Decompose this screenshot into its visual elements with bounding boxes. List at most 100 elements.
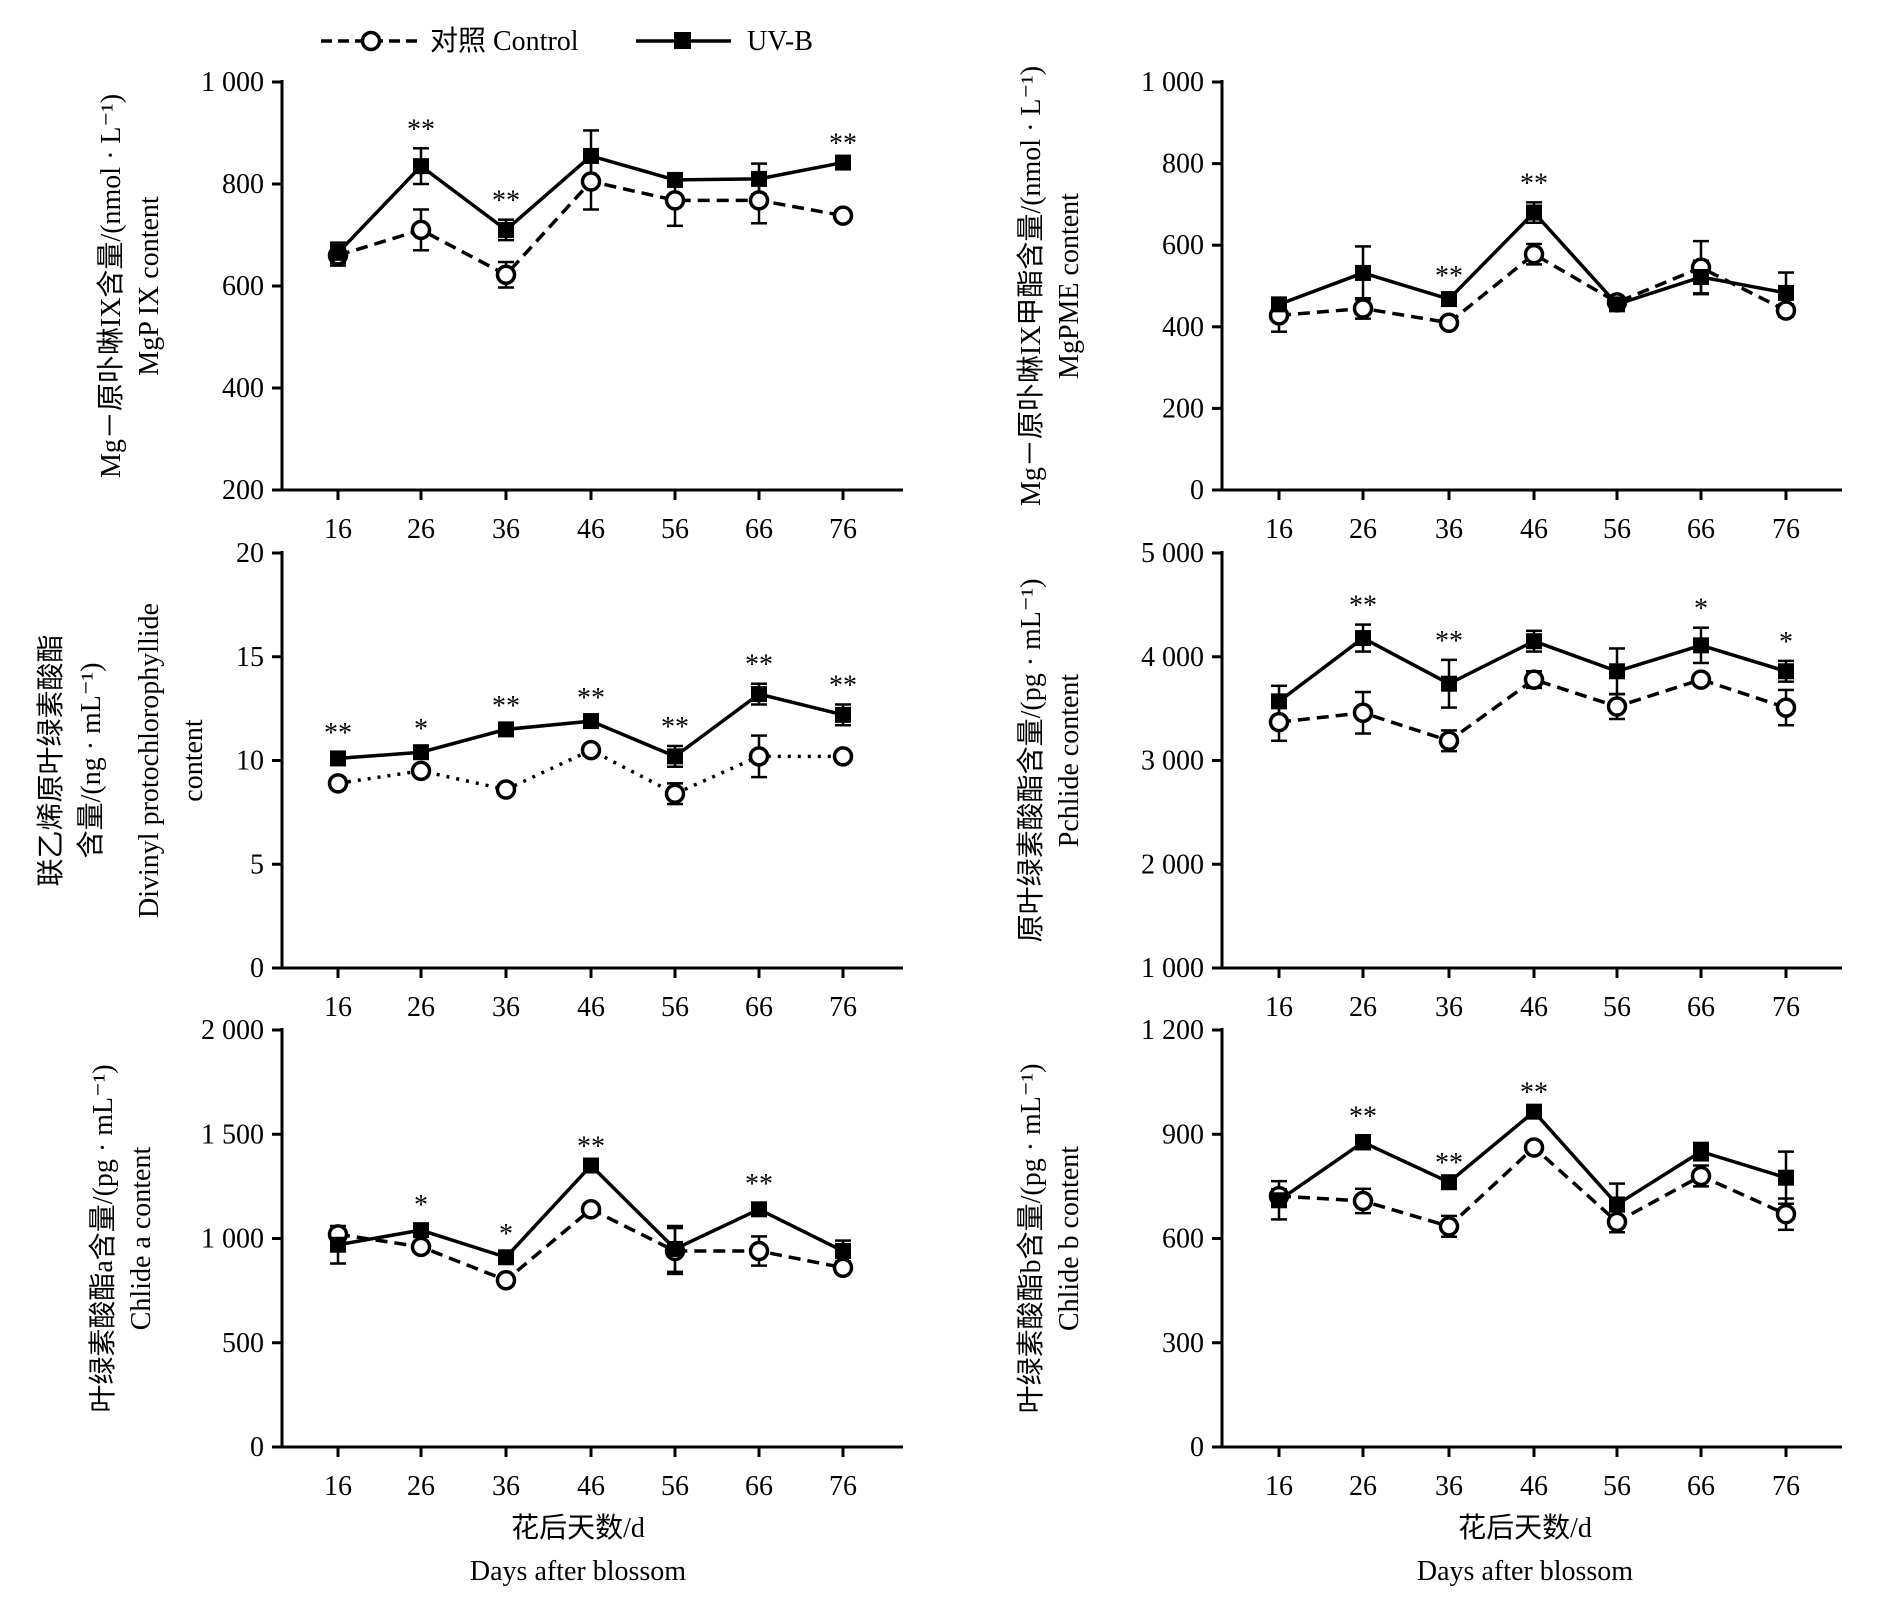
y-tick-label: 600 [222, 271, 264, 302]
uvb-point [583, 713, 599, 730]
x-tick-label: 66 [1687, 1471, 1715, 1502]
control-point [410, 760, 432, 782]
x-tick-label: 46 [577, 1471, 605, 1502]
y-tick-label: 1 000 [201, 1224, 264, 1255]
control-point [832, 1257, 854, 1278]
x-axis-label-en: Days after blossom [1417, 1556, 1633, 1587]
uvb-point [667, 748, 683, 765]
control-point [748, 1240, 770, 1262]
y-tick-label: 0 [1190, 475, 1204, 506]
control-point [495, 779, 517, 800]
uvb-point [498, 721, 514, 738]
control-point [832, 746, 854, 767]
uvb-point [667, 171, 683, 188]
y-tick-label: 5 000 [1141, 538, 1204, 569]
x-tick-label: 26 [1349, 992, 1377, 1023]
significance-label: ** [577, 1132, 605, 1163]
y-tick-label: 1 200 [1141, 1015, 1204, 1046]
significance-label: * [414, 714, 428, 745]
uvb-point [413, 158, 429, 175]
legend-uvb-marker [674, 32, 691, 49]
control-point [664, 190, 686, 211]
panel-divinyl: 0 5 10 15 20 16 26 36 46 56 66 76 联乙烯原叶绿素酸酯 含量/(ng · … [35, 538, 903, 1023]
control-point [495, 1269, 517, 1291]
y-tick-label: 0 [250, 1432, 264, 1463]
x-tick-label: 76 [829, 992, 857, 1023]
control-point [1352, 298, 1374, 319]
significance-label: * [499, 1219, 513, 1250]
significance-label: ** [1435, 261, 1463, 292]
y-tick-label: 2 000 [1141, 849, 1204, 880]
x-axis-title-left: 花后天数/d Days after blossom [470, 1512, 686, 1587]
y-tick-label: 1 500 [201, 1119, 264, 1150]
x-tick-label: 46 [1520, 992, 1548, 1023]
uvb-point [1526, 633, 1542, 650]
significance-label: ** [324, 718, 352, 749]
significance-label: * [1779, 627, 1793, 658]
uvb-point [1355, 1134, 1371, 1151]
x-tick-label: 56 [661, 514, 689, 545]
control-point [327, 773, 349, 794]
y-axis-label: 叶绿素酸酯a含量/(pg · mL⁻¹) [87, 1064, 119, 1412]
x-tick-label: 26 [407, 992, 435, 1023]
x-tick-label: 26 [407, 1471, 435, 1502]
significance-label: ** [407, 114, 435, 145]
significance-label: ** [1349, 591, 1377, 622]
significance-label: ** [661, 712, 689, 743]
uvb-point [1355, 630, 1371, 647]
uvb-point [498, 221, 514, 238]
uvb-point [835, 1243, 851, 1260]
y-axis-label: Mg－原卟啉IX甲酯含量/(nmol · L⁻¹) [1015, 66, 1047, 506]
significance-label: ** [829, 670, 857, 701]
y-axis-label: Divinyl protochlorophyllide [134, 603, 165, 918]
control-point [410, 1236, 432, 1258]
control-point [1352, 702, 1374, 724]
y-tick-label: 600 [1162, 230, 1204, 261]
significance-label: ** [1349, 1101, 1377, 1132]
y-axis-label: 含量/(ng · mL⁻¹) [75, 663, 107, 859]
x-tick-label: 76 [829, 1471, 857, 1502]
uvb-point [413, 1222, 429, 1239]
uvb-point [1609, 296, 1625, 313]
uvb-point [330, 1236, 346, 1253]
x-tick-label: 16 [324, 514, 352, 545]
x-tick-label: 26 [1349, 514, 1377, 545]
significance-label: ** [492, 186, 520, 217]
x-tick-label: 36 [1435, 992, 1463, 1023]
control-point [1268, 711, 1290, 733]
uvb-point [1355, 264, 1371, 281]
x-tick-label: 16 [1265, 992, 1293, 1023]
significance-label: * [414, 1190, 428, 1221]
uvb-point [1778, 663, 1794, 680]
x-tick-label: 76 [1772, 514, 1800, 545]
y-axis-label: content [178, 719, 209, 802]
significance-label: * [1694, 594, 1708, 625]
uvb-point [835, 706, 851, 723]
control-point [1438, 730, 1460, 752]
y-tick-label: 200 [1162, 393, 1204, 424]
y-axis-label: Pchlide content [1054, 674, 1085, 848]
uvb-point [1271, 1192, 1287, 1209]
uvb-point [751, 686, 767, 703]
x-tick-label: 26 [407, 514, 435, 545]
x-tick-label: 46 [1520, 1471, 1548, 1502]
control-point [410, 219, 432, 241]
y-tick-label: 200 [222, 475, 264, 506]
control-point [1523, 669, 1545, 690]
significance-label: ** [745, 650, 773, 681]
x-tick-label: 16 [324, 992, 352, 1023]
y-axis-label: Chlide a content [126, 1147, 157, 1331]
panel-mgpme: 0 200 400 600 800 1 000 16 26 36 46 56 66 76 Mg－原卟啉IX… [1015, 66, 1842, 545]
uvb-point [330, 750, 346, 767]
control-point [1775, 1203, 1797, 1225]
control-point [664, 783, 686, 804]
legend: 对照 Control UV-B [321, 25, 813, 57]
y-axis-label: 联乙烯原叶绿素酸酯 [35, 634, 67, 886]
y-axis-label: MgPME content [1054, 193, 1085, 379]
x-tick-label: 66 [745, 514, 773, 545]
control-point [1690, 669, 1712, 690]
control-point [1775, 697, 1797, 718]
y-axis-label: MgP IX content [134, 196, 165, 376]
panel-chlide-b: 0 300 600 900 1 200 16 26 36 46 56 66 76 叶绿素酸酯b含量/(p… [1015, 1015, 1842, 1502]
